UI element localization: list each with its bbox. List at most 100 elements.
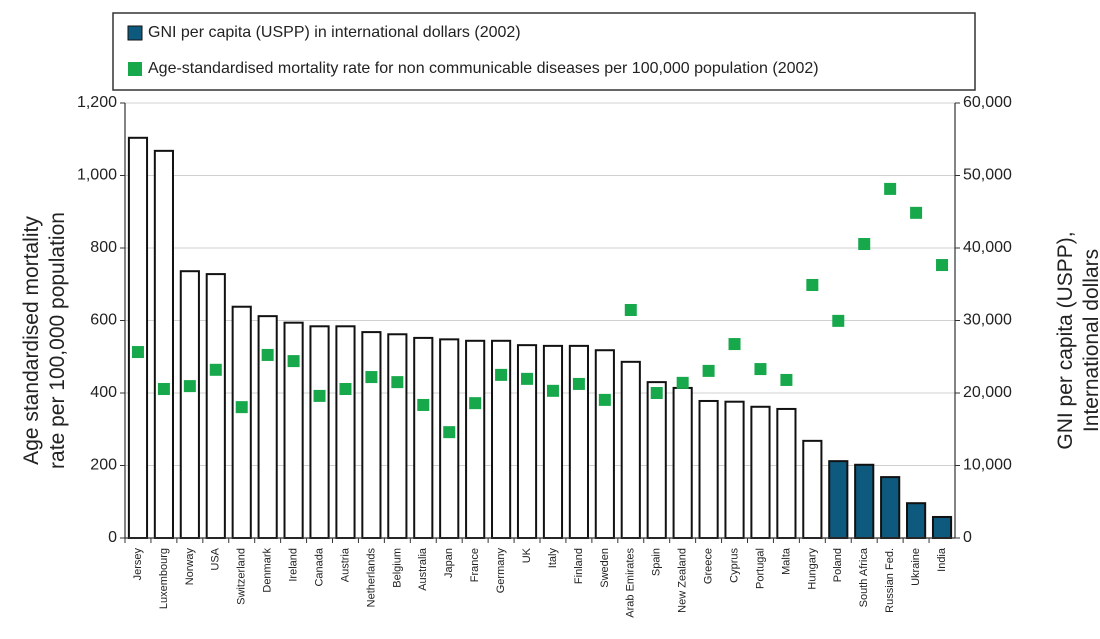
y2-tick-label: 10,000	[963, 457, 1012, 474]
y-tick-label: 800	[90, 239, 117, 256]
y-tick-label: 1,200	[77, 94, 117, 111]
y2-tick-label: 40,000	[963, 239, 1012, 256]
marker	[495, 368, 508, 381]
marker	[157, 383, 170, 396]
bar	[672, 386, 693, 539]
marker	[728, 338, 741, 351]
bar	[854, 463, 875, 539]
bar	[931, 515, 953, 539]
legend-box	[112, 12, 976, 91]
x-tick-label: Spain	[651, 548, 663, 576]
bar	[880, 476, 901, 540]
marker	[339, 383, 352, 396]
x-tick-label: Switzerland	[236, 548, 248, 605]
marker	[417, 398, 430, 411]
y2-tick-label: 60,000	[963, 94, 1012, 111]
bar	[802, 439, 823, 540]
bar	[646, 381, 667, 539]
marker	[443, 426, 456, 439]
marker	[546, 384, 559, 397]
y2-axis-title: International dollars	[1080, 249, 1100, 432]
bar	[153, 149, 174, 539]
y2-tick-label: 20,000	[963, 384, 1012, 401]
marker	[624, 303, 637, 316]
marker	[598, 393, 611, 406]
y-tick-label: 400	[90, 384, 117, 401]
y-tick-label: 200	[90, 457, 117, 474]
bar	[179, 270, 200, 539]
y2-axis-title: GNI per capita (USPP),	[1054, 231, 1077, 449]
x-tick-label: Greece	[703, 548, 715, 584]
legend-swatch	[128, 62, 142, 76]
marker	[832, 314, 845, 327]
x-tick-label: Jersey	[132, 548, 144, 581]
x-tick-label: Ireland	[288, 548, 300, 582]
marker	[884, 182, 897, 195]
marker	[469, 397, 482, 410]
x-tick-label: Canada	[313, 547, 325, 586]
marker	[209, 363, 222, 376]
y2-tick-label: 50,000	[963, 167, 1012, 184]
x-tick-label: Hungary	[806, 548, 818, 590]
x-tick-label: Japan	[443, 548, 455, 578]
x-tick-label: Cyprus	[728, 548, 740, 583]
x-tick-label: Austria	[339, 547, 351, 582]
bar	[283, 321, 304, 539]
marker	[676, 376, 689, 389]
x-tick-label: Norway	[184, 548, 196, 586]
x-tick-label: South Africa	[858, 547, 870, 607]
bar	[906, 502, 927, 540]
bar	[335, 325, 356, 539]
marker	[754, 363, 767, 376]
bar	[828, 460, 849, 539]
marker	[572, 377, 585, 390]
bar	[413, 336, 434, 539]
bar	[465, 339, 486, 539]
x-tick-label: Denmark	[262, 548, 274, 593]
marker	[858, 238, 871, 251]
x-tick-label: Netherlands	[365, 548, 377, 608]
marker	[521, 372, 534, 385]
marker	[365, 371, 378, 384]
x-tick-label: France	[469, 548, 481, 582]
marker	[806, 278, 819, 291]
y-axis-title: Age standardised mortality	[20, 216, 43, 465]
x-tick-label: USA	[210, 547, 222, 570]
marker	[235, 401, 248, 414]
bar	[542, 344, 564, 539]
marker	[391, 376, 404, 389]
x-tick-label: Germany	[495, 548, 507, 594]
x-tick-label: Russian Fed.	[884, 548, 896, 613]
marker	[183, 380, 196, 393]
x-tick-label: India	[936, 547, 948, 572]
x-tick-label: Portugal	[754, 548, 766, 589]
y2-tick-label: 0	[963, 529, 972, 546]
x-tick-label: New Zealand	[677, 548, 689, 613]
y-tick-label: 0	[108, 529, 117, 546]
y-tick-label: 1,000	[77, 167, 117, 184]
bar	[127, 136, 149, 540]
x-tick-label: Sweden	[599, 548, 611, 588]
bar	[776, 407, 797, 540]
marker	[650, 387, 663, 399]
marker	[287, 355, 300, 368]
marker	[780, 373, 793, 386]
bar	[568, 344, 589, 539]
bar	[439, 338, 460, 539]
y2-tick-label: 30,000	[963, 312, 1012, 329]
bar	[620, 360, 641, 540]
x-tick-label: Malta	[780, 547, 792, 575]
legend-swatch	[127, 25, 143, 41]
y-tick-label: 600	[90, 312, 117, 329]
x-tick-label: Finland	[573, 548, 585, 584]
legend-label: Age-standardised mortality rate for non …	[148, 60, 819, 77]
x-tick-label: Australia	[417, 547, 429, 591]
bar	[231, 305, 252, 539]
x-tick-label: Italy	[547, 548, 559, 569]
y-axis-title: rate per 100,000 population	[46, 212, 69, 469]
x-tick-label: Luxembourg	[158, 548, 170, 609]
x-tick-label: Ukraine	[910, 548, 922, 586]
marker	[261, 348, 274, 361]
marker	[936, 259, 949, 272]
x-tick-label: Belgium	[391, 548, 403, 588]
